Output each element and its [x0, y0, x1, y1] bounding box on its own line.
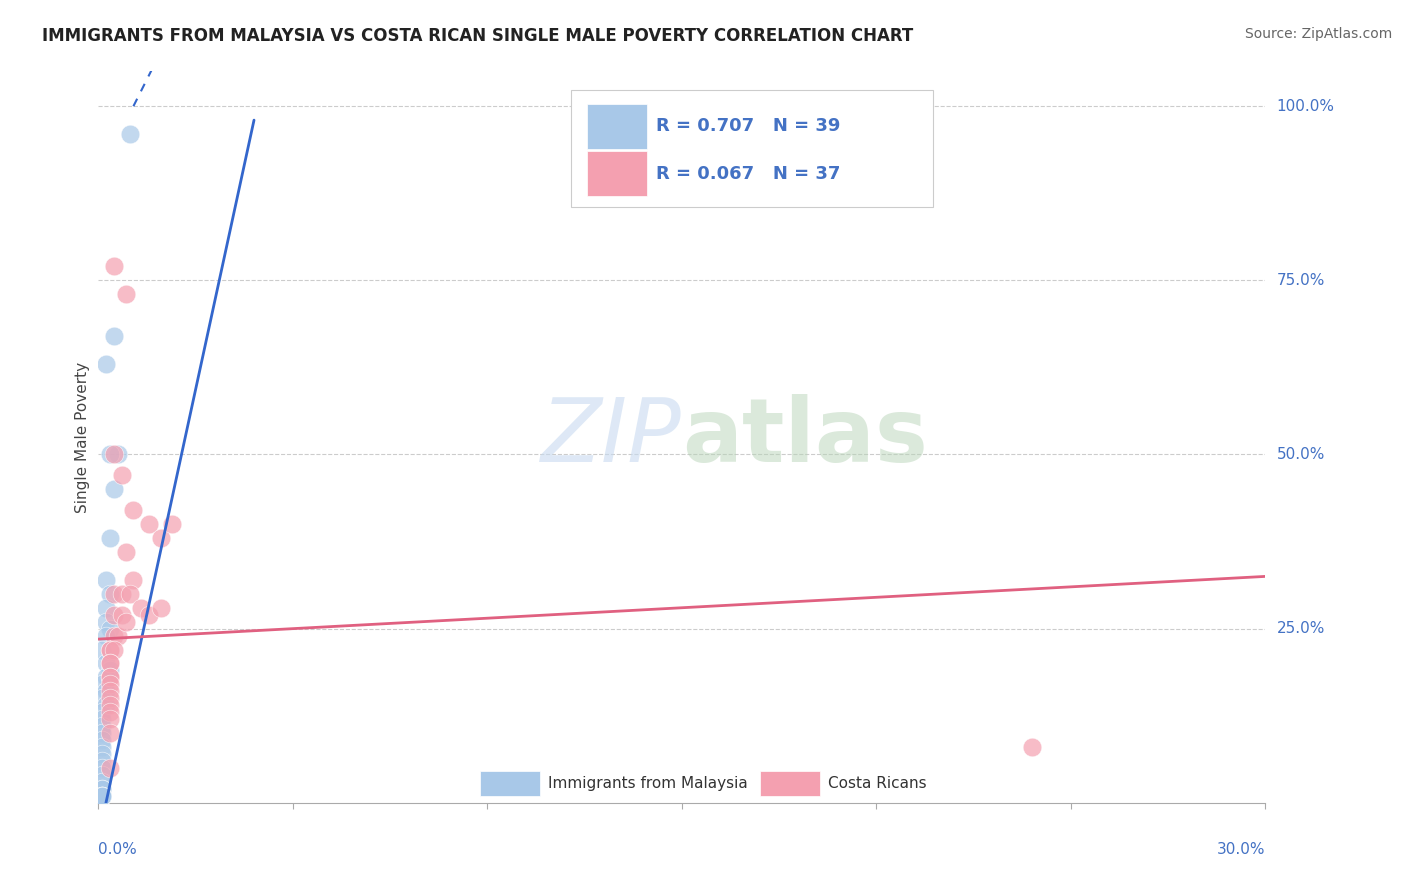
Point: [111, 468, 134, 483]
Point: [98, 691, 121, 706]
Point: [114, 545, 136, 559]
Point: [118, 127, 141, 141]
Point: [103, 483, 125, 497]
FancyBboxPatch shape: [571, 90, 932, 207]
Point: [91, 733, 114, 747]
Point: [91, 789, 114, 803]
Point: [122, 503, 145, 517]
Point: [98, 587, 121, 601]
Point: [118, 587, 141, 601]
Point: [91, 781, 114, 796]
Point: [91, 754, 114, 768]
Point: [91, 768, 114, 782]
Point: [98, 684, 121, 698]
Point: [96, 357, 118, 371]
Point: [98, 657, 121, 671]
Point: [98, 698, 121, 713]
Point: [98, 642, 121, 657]
Point: [91, 726, 114, 740]
Point: [162, 517, 184, 532]
Y-axis label: Single Male Poverty: Single Male Poverty: [75, 361, 90, 513]
Point: [91, 761, 114, 775]
Text: R = 0.067   N = 37: R = 0.067 N = 37: [657, 165, 841, 183]
Point: [111, 587, 134, 601]
Point: [96, 684, 118, 698]
Point: [138, 517, 160, 532]
Text: Costa Ricans: Costa Ricans: [828, 776, 927, 791]
Point: [103, 448, 125, 462]
Point: [98, 677, 121, 691]
Point: [98, 664, 121, 678]
FancyBboxPatch shape: [761, 772, 820, 797]
Text: ZIP: ZIP: [541, 394, 682, 480]
Point: [91, 719, 114, 733]
Point: [96, 600, 118, 615]
Text: 30.0%: 30.0%: [1218, 842, 1265, 856]
Point: [98, 448, 121, 462]
Point: [103, 607, 125, 622]
Point: [96, 657, 118, 671]
Text: 25.0%: 25.0%: [1277, 621, 1324, 636]
Point: [91, 789, 114, 803]
Point: [91, 712, 114, 726]
Point: [122, 573, 145, 587]
Point: [98, 622, 121, 636]
Point: [91, 747, 114, 761]
Point: [96, 573, 118, 587]
Point: [91, 789, 114, 803]
Point: [96, 615, 118, 629]
Point: [98, 726, 121, 740]
Point: [98, 712, 121, 726]
FancyBboxPatch shape: [588, 103, 647, 149]
Point: [91, 677, 114, 691]
Point: [91, 775, 114, 789]
Text: 0.0%: 0.0%: [98, 842, 138, 856]
Point: [98, 531, 121, 545]
Point: [129, 600, 152, 615]
Point: [91, 789, 114, 803]
Text: IMMIGRANTS FROM MALAYSIA VS COSTA RICAN SINGLE MALE POVERTY CORRELATION CHART: IMMIGRANTS FROM MALAYSIA VS COSTA RICAN …: [42, 27, 914, 45]
Point: [91, 691, 114, 706]
Point: [103, 260, 125, 274]
Point: [138, 607, 160, 622]
Point: [107, 448, 129, 462]
Point: [91, 781, 114, 796]
Text: atlas: atlas: [682, 393, 928, 481]
FancyBboxPatch shape: [588, 152, 647, 196]
Point: [96, 698, 118, 713]
Point: [96, 629, 118, 643]
Point: [91, 740, 114, 755]
Text: R = 0.707   N = 39: R = 0.707 N = 39: [657, 117, 841, 136]
Text: 100.0%: 100.0%: [1277, 99, 1334, 113]
Point: [91, 705, 114, 719]
Point: [98, 670, 121, 684]
Point: [107, 629, 129, 643]
Point: [91, 789, 114, 803]
Point: [103, 329, 125, 343]
Point: [149, 600, 172, 615]
Point: [96, 670, 118, 684]
Point: [98, 657, 121, 671]
Point: [91, 642, 114, 657]
FancyBboxPatch shape: [479, 772, 540, 797]
Point: [114, 287, 136, 301]
Point: [111, 607, 134, 622]
Text: 50.0%: 50.0%: [1277, 447, 1324, 462]
Point: [98, 642, 121, 657]
Point: [103, 629, 125, 643]
Text: Immigrants from Malaysia: Immigrants from Malaysia: [548, 776, 748, 791]
Point: [103, 587, 125, 601]
Point: [98, 761, 121, 775]
Text: Source: ZipAtlas.com: Source: ZipAtlas.com: [1244, 27, 1392, 41]
Point: [114, 615, 136, 629]
Point: [1021, 740, 1043, 755]
Point: [103, 642, 125, 657]
Point: [98, 705, 121, 719]
Point: [149, 531, 172, 545]
Text: 75.0%: 75.0%: [1277, 273, 1324, 288]
Point: [98, 670, 121, 684]
